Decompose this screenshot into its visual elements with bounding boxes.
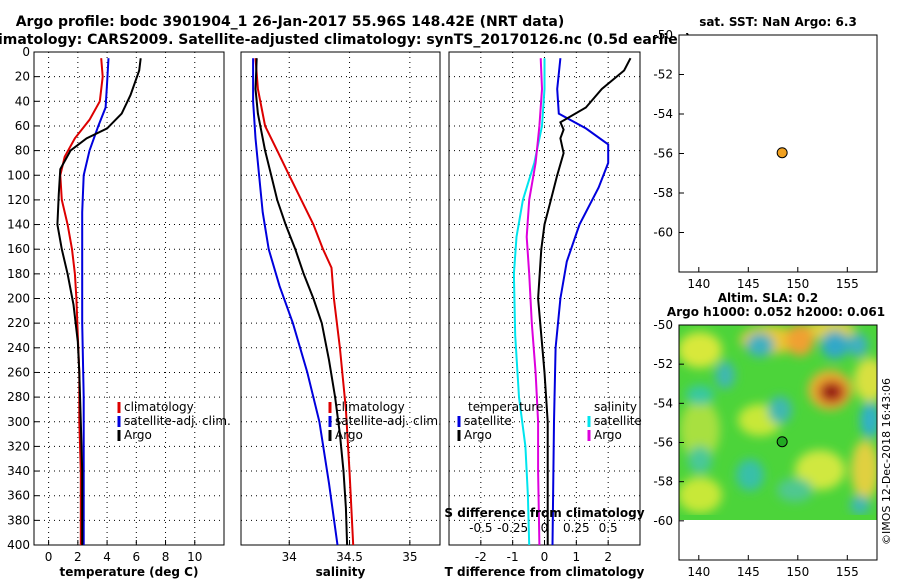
difference-s-tick-label: 0.25 xyxy=(563,521,590,535)
temperature-ytick-label: 160 xyxy=(7,242,30,256)
temperature-ytick-label: 400 xyxy=(7,538,30,552)
sla_map-xtick-label: 145 xyxy=(737,565,760,579)
sla-map-subtitle: Argo h1000: 0.052 h2000: 0.061 xyxy=(667,305,885,319)
salinity-xtick-label: 34 xyxy=(282,550,297,564)
salinity-xtick-label: 34.5 xyxy=(336,550,363,564)
difference-s-axis-label: S difference from climatology xyxy=(444,506,644,520)
salinity-xtick-label: 35 xyxy=(402,550,417,564)
difference-xtick-label: 1 xyxy=(573,550,581,564)
temperature-ytick-label: 0 xyxy=(22,45,30,59)
sst_map-xtick-label: 145 xyxy=(737,277,760,291)
sst-map-title: sat. SST: NaN Argo: 6.3 xyxy=(699,15,857,29)
temperature-ytick-label: 100 xyxy=(7,168,30,182)
difference-xtick-label: 2 xyxy=(604,550,612,564)
salinity-xlabel: salinity xyxy=(316,565,366,579)
difference-legend-sal-label: satellite xyxy=(594,414,642,428)
temperature-xtick-label: 0 xyxy=(45,550,53,564)
sla_map-ytick-label: -60 xyxy=(653,514,673,528)
temperature-ytick-label: 140 xyxy=(7,218,30,232)
difference-xlabel: T difference from climatology xyxy=(445,565,645,579)
temperature-ytick-label: 200 xyxy=(7,292,30,306)
temperature-series-satellite-adj-clim- xyxy=(81,58,110,545)
sst_map-xtick-label: 150 xyxy=(786,277,809,291)
temperature-ytick-label: 60 xyxy=(15,119,30,133)
sst_map-ytick-label: -56 xyxy=(653,147,673,161)
salinity-series-climatology xyxy=(254,58,355,546)
temperature-ytick-label: 260 xyxy=(7,365,30,379)
sla_map-ytick-label: -50 xyxy=(653,318,673,332)
temperature-xtick-label: 2 xyxy=(74,550,82,564)
sst_map-ytick-label: -58 xyxy=(653,186,673,200)
sla_map-ytick-label: -54 xyxy=(653,396,673,410)
sst_map-ytick-label: -50 xyxy=(653,28,673,42)
salinity-legend-label: climatology xyxy=(335,400,405,414)
difference-xtick-label: -2 xyxy=(475,550,487,564)
difference-xtick-label: 0 xyxy=(541,550,549,564)
sst_map-xtick-label: 155 xyxy=(836,277,859,291)
temperature-ytick-label: 340 xyxy=(7,464,30,478)
difference-legend-sal-title: salinity xyxy=(594,400,637,414)
salinity-legend-label: satellite-adj. clim. xyxy=(335,414,442,428)
sla-map-frame xyxy=(678,324,878,561)
sla_map-ytick-label: -52 xyxy=(653,357,673,371)
temperature-ytick-label: 180 xyxy=(7,267,30,281)
salinity-series-satellite-adj-clim- xyxy=(252,58,339,546)
salinity-series-argo xyxy=(254,58,349,546)
credit-text: ©IMOS 12-Dec-2018 16:43:06 xyxy=(880,378,893,545)
difference-legend-temp-label: Argo xyxy=(464,428,492,442)
difference-series-s-satellite xyxy=(512,58,546,546)
difference-series-t-satellite xyxy=(551,58,610,546)
title-line-2: Climatology: CARS2009. Satellite-adjuste… xyxy=(0,32,691,48)
sst-map-frame xyxy=(678,34,878,273)
temperature-series-argo xyxy=(56,58,142,545)
sla_map-xtick-label: 140 xyxy=(687,565,710,579)
difference-xtick-label: -1 xyxy=(507,550,519,564)
sst_map-xtick-label: 140 xyxy=(687,277,710,291)
sla_map-ytick-label: -56 xyxy=(653,436,673,450)
temperature-ytick-label: 240 xyxy=(7,341,30,355)
title-line-1: Argo profile: bodc 3901904_1 26-Jan-2017… xyxy=(16,14,565,30)
difference-s-tick-label: -0.5 xyxy=(469,521,492,535)
sst_map-ytick-label: -52 xyxy=(653,68,673,82)
temperature-ytick-label: 120 xyxy=(7,193,30,207)
difference-series-t-argo xyxy=(537,57,632,545)
temperature-xtick-label: 8 xyxy=(162,550,170,564)
temperature-ytick-label: 300 xyxy=(7,415,30,429)
temperature-xtick-label: 6 xyxy=(132,550,140,564)
salinity-frame xyxy=(240,51,441,546)
temperature-ytick-label: 380 xyxy=(7,513,30,527)
sla_map-ytick-label: -58 xyxy=(653,475,673,489)
temperature-ytick-label: 320 xyxy=(7,439,30,453)
temperature-xtick-label: 10 xyxy=(187,550,202,564)
difference-legend-sal-label: Argo xyxy=(594,428,622,442)
difference-s-tick-label: 0 xyxy=(541,521,549,535)
temperature-xtick-label: 4 xyxy=(103,550,111,564)
sla-heatmap xyxy=(679,325,877,520)
temperature-ytick-label: 80 xyxy=(15,144,30,158)
temperature-ytick-label: 280 xyxy=(7,390,30,404)
sst_map-ytick-label: -60 xyxy=(653,226,673,240)
temperature-ytick-label: 40 xyxy=(15,94,30,108)
temperature-legend-label: climatology xyxy=(124,400,194,414)
difference-s-tick-label: 0.5 xyxy=(599,521,618,535)
sst_map-ytick-label: -54 xyxy=(653,107,673,121)
sla_map-xtick-label: 155 xyxy=(836,565,859,579)
temperature-ytick-label: 360 xyxy=(7,489,30,503)
difference-s-tick-label: -0.25 xyxy=(497,521,528,535)
sst_map-argo-marker xyxy=(776,147,788,159)
salinity-legend-label: Argo xyxy=(335,428,363,442)
temperature-legend-label: Argo xyxy=(124,428,152,442)
difference-series-s-argo xyxy=(525,58,544,546)
temperature-legend-label: satellite-adj. clim. xyxy=(124,414,231,428)
temperature-ytick-label: 20 xyxy=(15,70,30,84)
temperature-ytick-label: 220 xyxy=(7,316,30,330)
sla_map-argo-marker xyxy=(776,436,788,448)
sla_map-xtick-label: 150 xyxy=(786,565,809,579)
sla-map-title: Altim. SLA: 0.2 xyxy=(718,291,819,305)
difference-legend-temp-title: temperature xyxy=(468,400,543,414)
difference-legend-temp-label: satellite xyxy=(464,414,512,428)
temperature-xlabel: temperature (deg C) xyxy=(60,565,199,579)
